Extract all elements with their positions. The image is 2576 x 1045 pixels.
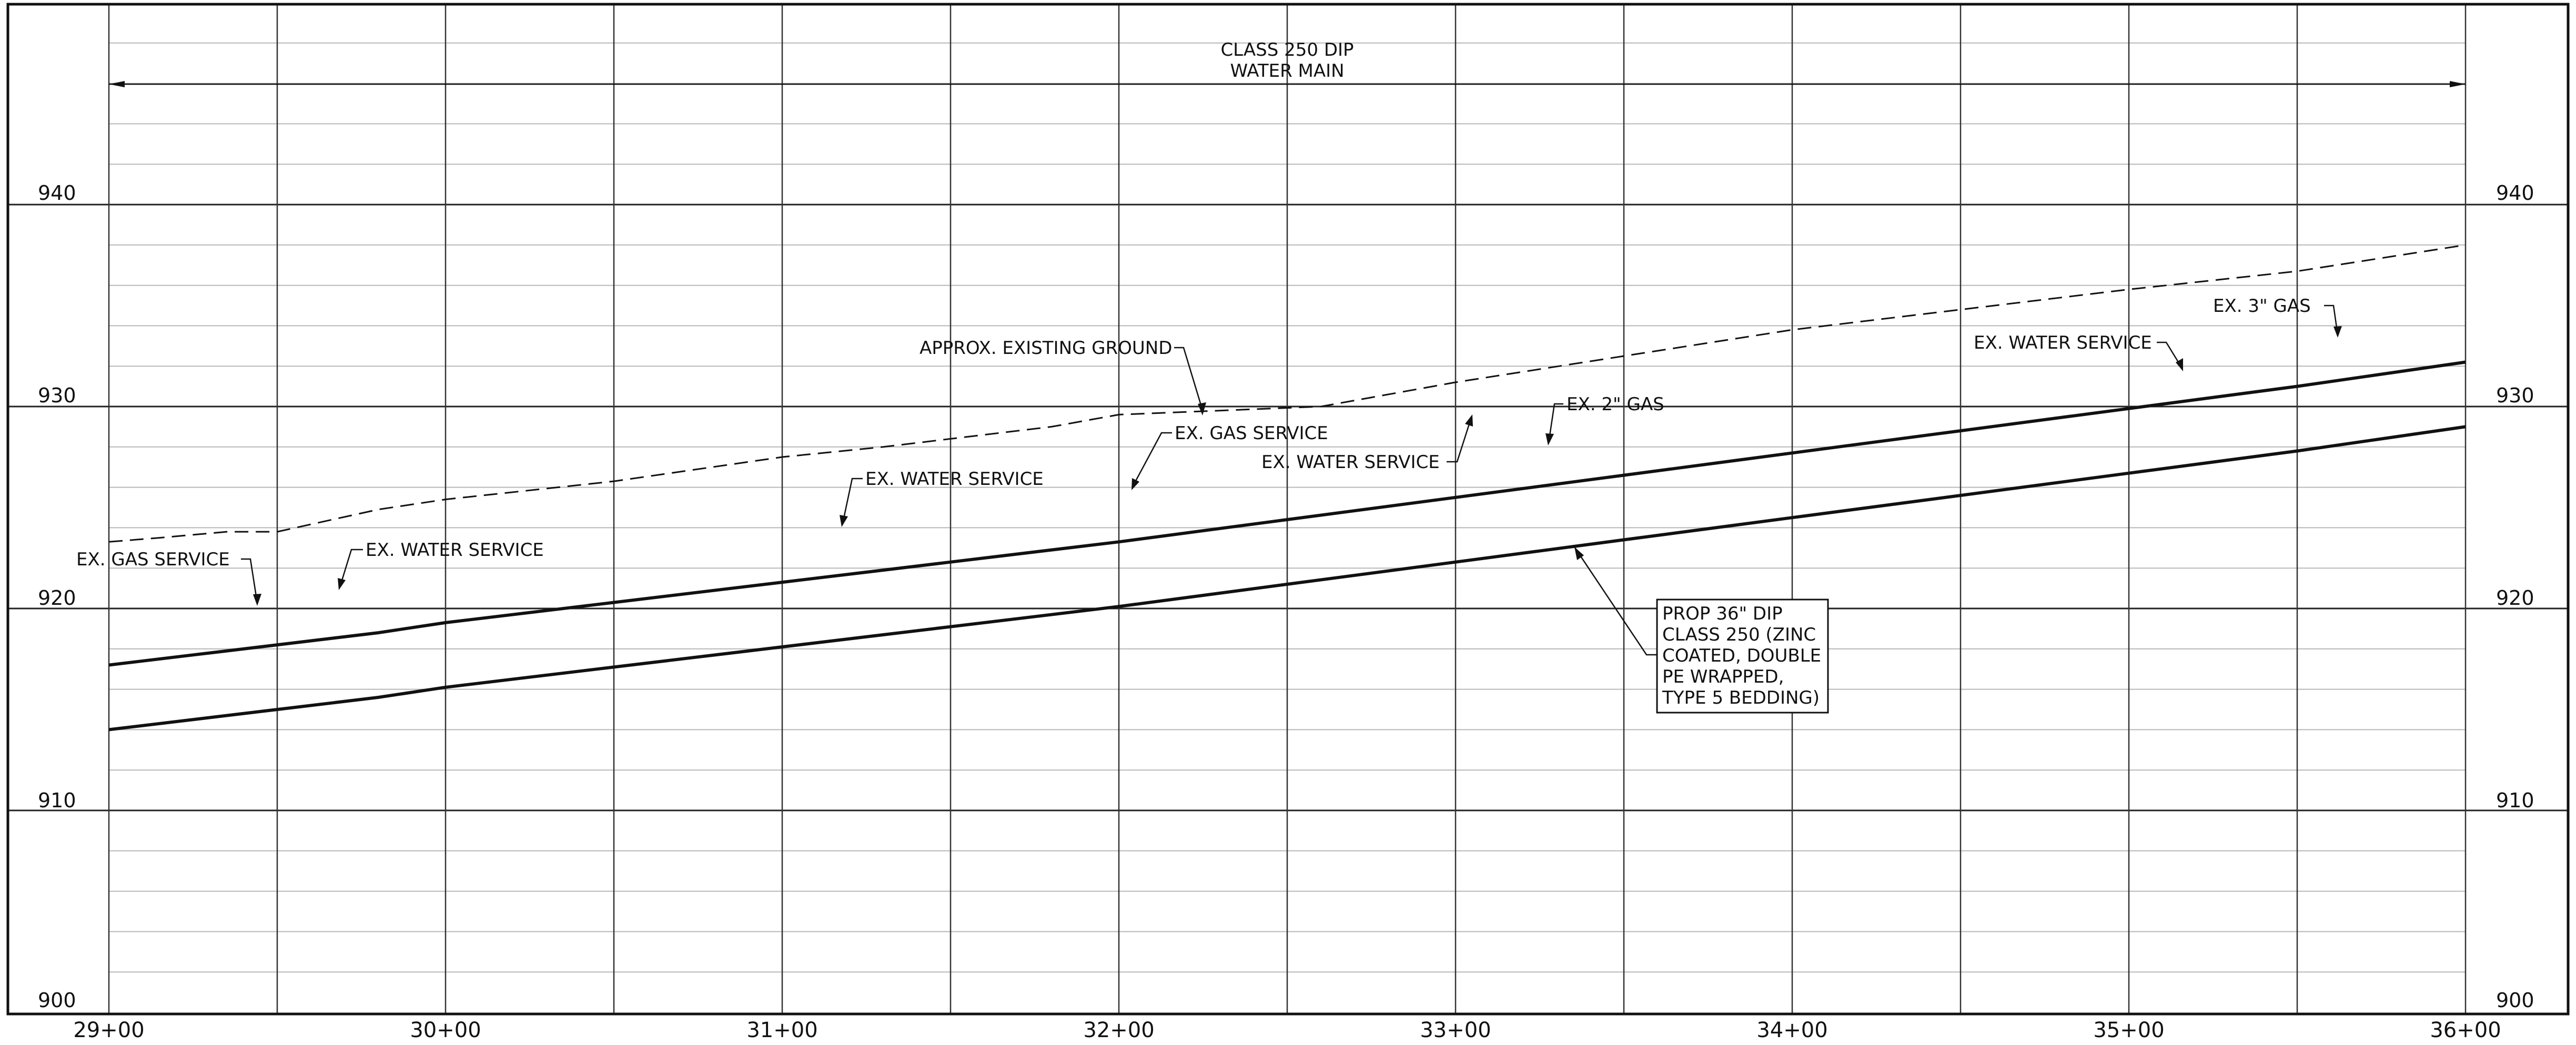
main-title-line1: CLASS 250 DIP bbox=[1220, 39, 1353, 60]
elev-label-930-right: 930 bbox=[2496, 384, 2534, 407]
elevation-labels-left: 940 930 920 910 900 bbox=[38, 181, 76, 1012]
gas-service-1-leader bbox=[241, 558, 258, 600]
gas-service-1-label: EX. GAS SERVICE bbox=[76, 549, 230, 570]
pipe-note-line4: PE WRAPPED, bbox=[1662, 666, 1784, 687]
elev-label-910-right: 910 bbox=[2496, 789, 2534, 812]
station-label-3200: 32+00 bbox=[1083, 1018, 1154, 1042]
main-title-line2: WATER MAIN bbox=[1230, 60, 1344, 82]
water-service-3-leader bbox=[1447, 420, 1471, 463]
pipe-note-arrow bbox=[1574, 547, 1584, 560]
station-grid bbox=[108, 4, 2467, 1014]
dimension-arrow-left bbox=[109, 81, 125, 87]
drawing-frame bbox=[6, 3, 2570, 1016]
station-labels: 29+00 30+00 31+00 32+00 33+00 34+00 35+0… bbox=[73, 1018, 2501, 1042]
water-service-1-callout: EX. WATER SERVICE bbox=[338, 540, 544, 590]
pipe-note-line5: TYPE 5 BEDDING) bbox=[1662, 687, 1820, 708]
gas-service-2-leader bbox=[1133, 432, 1172, 484]
station-label-3500: 35+00 bbox=[2093, 1018, 2164, 1042]
elev-label-920-right: 920 bbox=[2496, 586, 2534, 610]
elev-label-930-left: 930 bbox=[38, 384, 76, 407]
pipe-note-leader bbox=[1573, 546, 1657, 656]
water-service-2-leader bbox=[842, 478, 863, 521]
gas-service-1-callout: EX. GAS SERVICE bbox=[76, 549, 261, 606]
elev-label-910-left: 910 bbox=[38, 789, 76, 812]
main-dimension: CLASS 250 DIP WATER MAIN bbox=[109, 39, 2466, 87]
ground-callout: APPROX. EXISTING GROUND bbox=[920, 338, 1206, 415]
existing-ground-line bbox=[108, 244, 2466, 543]
pipe-note-line1: PROP 36" DIP bbox=[1662, 603, 1783, 624]
pipe-invert-line bbox=[108, 425, 2466, 732]
gas-3in-callout: EX. 3" GAS bbox=[2213, 296, 2342, 338]
elev-label-940-left: 940 bbox=[38, 181, 76, 205]
pipe-top-line bbox=[108, 360, 2466, 667]
elev-label-900-left: 900 bbox=[38, 989, 76, 1012]
elevation-labels-right: 940 930 920 910 900 bbox=[2496, 181, 2534, 1012]
water-service-1-leader bbox=[340, 549, 363, 584]
water-service-4-label: EX. WATER SERVICE bbox=[1974, 332, 2152, 353]
water-service-1-label: EX. WATER SERVICE bbox=[366, 540, 544, 561]
gas-2in-label: EX. 2" GAS bbox=[1567, 394, 1664, 415]
water-service-4-leader bbox=[2157, 341, 2181, 366]
water-service-2-arrow bbox=[840, 515, 848, 527]
station-label-3100: 31+00 bbox=[746, 1018, 817, 1042]
ground-leader-arrow bbox=[1198, 402, 1206, 415]
water-service-4-callout: EX. WATER SERVICE bbox=[1974, 332, 2183, 371]
gas-service-2-callout: EX. GAS SERVICE bbox=[1132, 423, 1328, 490]
gas-3in-label: EX. 3" GAS bbox=[2213, 296, 2311, 317]
elev-label-940-right: 940 bbox=[2496, 181, 2534, 205]
water-service-1-arrow bbox=[338, 578, 346, 590]
gas-service-2-label: EX. GAS SERVICE bbox=[1175, 423, 1328, 444]
station-label-3400: 34+00 bbox=[1756, 1018, 1827, 1042]
gas-service-1-arrow bbox=[253, 594, 261, 606]
elev-label-900-right: 900 bbox=[2496, 989, 2534, 1012]
elev-label-920-left: 920 bbox=[38, 586, 76, 610]
water-service-4-arrow bbox=[2176, 358, 2183, 371]
gas-2in-arrow bbox=[1545, 433, 1554, 445]
pipe-note-line3: COATED, DOUBLE bbox=[1662, 645, 1821, 666]
station-label-3600: 36+00 bbox=[2430, 1018, 2501, 1042]
water-service-3-label: EX. WATER SERVICE bbox=[1261, 452, 1440, 473]
ground-label: APPROX. EXISTING GROUND bbox=[920, 338, 1172, 359]
water-service-2-label: EX. WATER SERVICE bbox=[865, 469, 1044, 490]
pipe-note-box bbox=[1656, 598, 1829, 714]
gas-2in-callout: EX. 2" GAS bbox=[1545, 394, 1664, 445]
gas-service-2-arrow bbox=[1132, 478, 1139, 490]
gas-3in-leader bbox=[2324, 305, 2338, 332]
station-label-3300: 33+00 bbox=[1420, 1018, 1491, 1042]
gas-3in-arrow bbox=[2333, 326, 2342, 338]
water-service-3-arrow bbox=[1465, 414, 1473, 427]
gas-2in-leader bbox=[1548, 403, 1563, 440]
station-label-2900: 29+00 bbox=[73, 1018, 144, 1042]
water-service-3-callout: EX. WATER SERVICE bbox=[1261, 414, 1473, 473]
pipe-note-line2: CLASS 250 (ZINC bbox=[1662, 624, 1816, 645]
ground-leader bbox=[1174, 347, 1204, 411]
water-service-2-callout: EX. WATER SERVICE bbox=[840, 469, 1044, 527]
station-label-3000: 30+00 bbox=[410, 1018, 481, 1042]
pipe-note-callout: PROP 36" DIP CLASS 250 (ZINC COATED, DOU… bbox=[1573, 546, 1829, 714]
dimension-arrow-right bbox=[2450, 81, 2466, 87]
